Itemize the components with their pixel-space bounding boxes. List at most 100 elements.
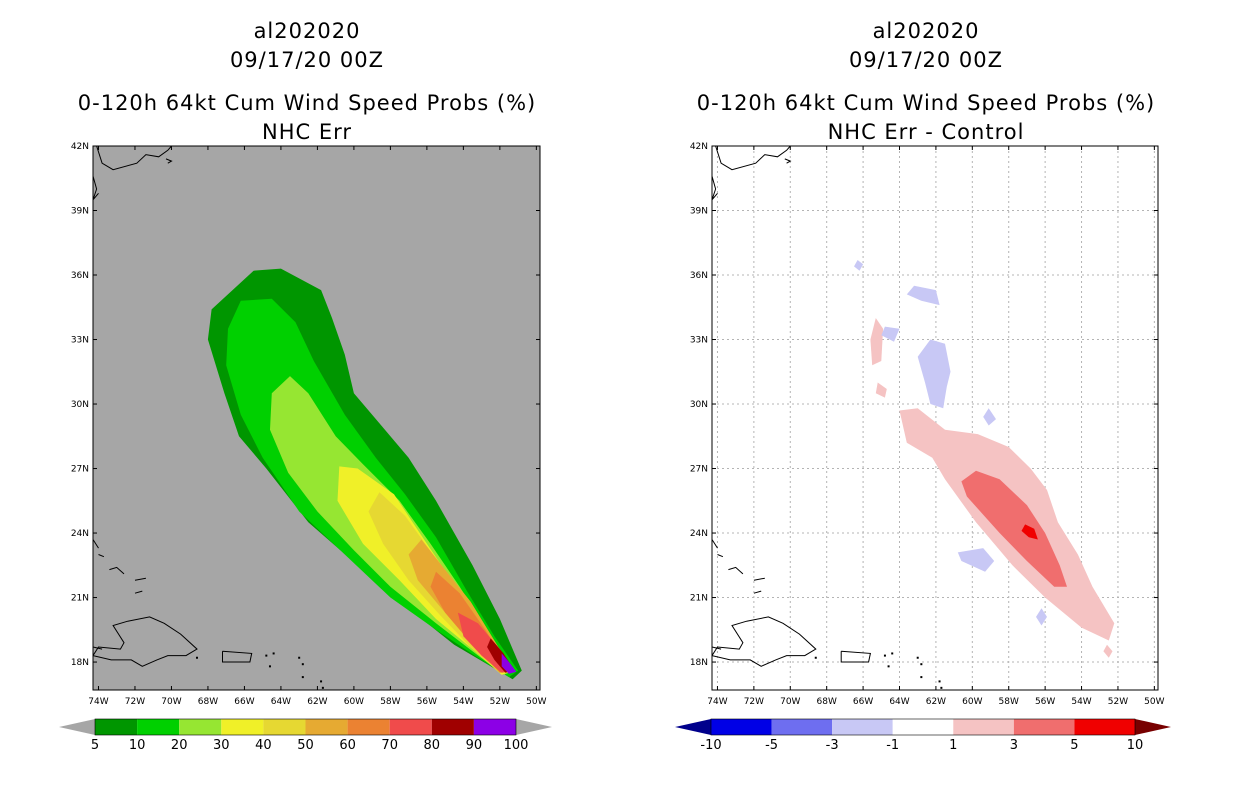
- contour-level-8: [906, 285, 940, 306]
- coastline: [784, 158, 792, 164]
- y-tick-label: 24N: [690, 529, 708, 539]
- x-tick-label: 64W: [271, 697, 291, 707]
- colorbar-swatch: [832, 719, 893, 735]
- x-tick-label: 52W: [1108, 697, 1128, 707]
- contour-level-7: [917, 339, 951, 409]
- contour-level-10: [854, 260, 864, 271]
- coastline: [98, 554, 105, 558]
- coastline: [96, 146, 172, 171]
- x-tick-label: 68W: [817, 697, 837, 707]
- y-tick-label: 21N: [71, 594, 89, 604]
- map-frame: [92, 145, 541, 691]
- coastline: [134, 590, 143, 594]
- colorbar-swatch: [389, 719, 432, 735]
- colorbar-swatch: [473, 719, 516, 735]
- y-tick-label: 42N: [690, 142, 708, 152]
- island-marker: [887, 665, 890, 668]
- right-subtitle: NHC Err - Control: [827, 120, 1025, 144]
- colorbar-label: 3: [1010, 738, 1018, 753]
- y-tick-label: 36N: [71, 271, 89, 281]
- right-product: 0-120h 64kt Cum Wind Speed Probs (%): [696, 91, 1156, 115]
- colorbar-swatch: [137, 719, 180, 735]
- contour-level-2: [870, 318, 884, 366]
- colorbar-label: -3: [826, 738, 839, 753]
- x-tick-label: 50W: [526, 697, 546, 707]
- x-tick-label: 70W: [780, 697, 800, 707]
- colorbar-frame: [94, 718, 517, 736]
- island-marker: [920, 663, 923, 666]
- coastline: [93, 616, 198, 667]
- coastline: [134, 577, 146, 581]
- coastline: [753, 590, 762, 594]
- y-tick-label: 21N: [690, 594, 708, 604]
- x-tick-label: 56W: [417, 697, 437, 707]
- map-frame: [711, 145, 1159, 691]
- colorbar-swatch: [179, 719, 222, 735]
- colorbar-label: 1: [949, 738, 957, 753]
- x-tick-label: 72W: [125, 697, 145, 707]
- coastline: [712, 175, 718, 201]
- coastline: [728, 566, 744, 575]
- x-tick-label: 56W: [1035, 697, 1055, 707]
- colorbar-label: 20: [171, 738, 188, 753]
- left-storm-id: al202020: [253, 19, 361, 43]
- left-subtitle: NHC Err: [261, 120, 352, 144]
- contour-level-10: [501, 653, 517, 674]
- colorbar-under-triangle: [59, 719, 95, 735]
- island-marker: [301, 676, 304, 679]
- contour-level-9: [881, 326, 900, 342]
- colorbar-swatch: [347, 719, 390, 735]
- colorbar-label: 50: [297, 738, 314, 753]
- x-tick-label: 72W: [744, 697, 764, 707]
- y-tick-label: 18N: [690, 658, 708, 668]
- y-tick-label: 39N: [71, 207, 89, 217]
- colorbar-label: 5: [91, 738, 99, 753]
- island-marker: [916, 656, 919, 659]
- y-tick-label: 30N: [71, 400, 89, 410]
- colorbar-label: -1: [886, 738, 899, 753]
- y-tick-label: 30N: [690, 400, 708, 410]
- island-marker: [891, 652, 894, 655]
- contour-level-6: [1021, 524, 1038, 540]
- island-marker: [195, 656, 198, 659]
- island-marker: [920, 676, 923, 679]
- colorbar-swatch: [711, 719, 772, 735]
- left-product: 0-120h 64kt Cum Wind Speed Probs (%): [77, 91, 537, 115]
- x-tick-label: 62W: [307, 697, 327, 707]
- right-storm-id: al202020: [872, 19, 980, 43]
- x-tick-label: 52W: [490, 697, 510, 707]
- y-tick-label: 33N: [690, 336, 708, 346]
- island-marker: [883, 654, 886, 657]
- colorbar-swatch: [95, 719, 138, 735]
- colorbar-under-triangle: [675, 719, 711, 735]
- colorbar-label: 100: [504, 738, 529, 753]
- colorbar-label: 90: [466, 738, 483, 753]
- coastline: [712, 539, 718, 549]
- colorbar-over-triangle: [516, 719, 552, 735]
- colorbar-swatch: [431, 719, 474, 735]
- coastline: [165, 158, 173, 164]
- colorbar-label: -10: [700, 738, 721, 753]
- coastline: [93, 646, 103, 650]
- colorbar-over-triangle: [1135, 719, 1171, 735]
- island-marker: [272, 652, 275, 655]
- y-tick-label: 18N: [71, 658, 89, 668]
- island-marker: [298, 656, 301, 659]
- x-tick-label: 50W: [1144, 697, 1164, 707]
- x-tick-label: 74W: [707, 697, 727, 707]
- island-marker: [938, 680, 941, 683]
- coastline: [93, 175, 99, 201]
- y-tick-label: 33N: [71, 336, 89, 346]
- y-tick-label: 24N: [71, 529, 89, 539]
- colorbar-label: 40: [255, 738, 272, 753]
- x-tick-label: 60W: [962, 697, 982, 707]
- island-marker: [940, 686, 943, 689]
- y-tick-label: 42N: [71, 142, 89, 152]
- island-marker: [268, 665, 271, 668]
- island-marker: [265, 654, 268, 657]
- coastline: [717, 554, 724, 558]
- x-tick-label: 58W: [380, 697, 400, 707]
- contour-level-12: [983, 408, 996, 426]
- map-panel-1: 74W 72W 70W 68W 66W 64W 62W 60W 58W 56W 54W 52W 50W 4…: [59, 142, 552, 753]
